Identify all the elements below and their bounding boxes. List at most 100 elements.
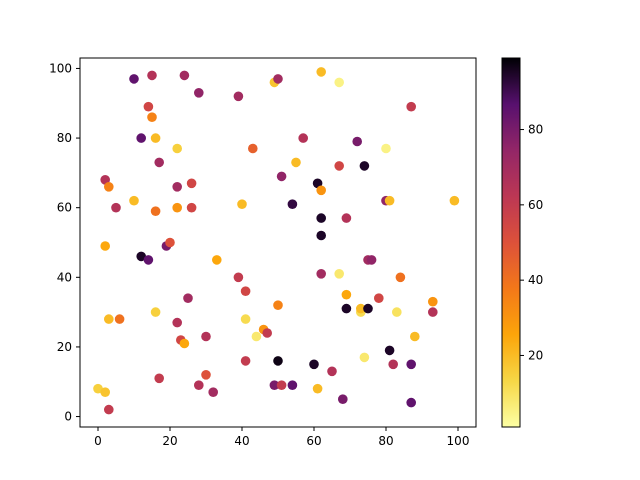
data-point [366, 255, 377, 265]
plot-area: 0 20 40 60 80 100 0 20 40 60 80 100 [49, 57, 477, 448]
data-point [136, 251, 146, 262]
data-point [384, 345, 395, 356]
data-point [172, 182, 182, 192]
plot-frame [79, 57, 477, 428]
y-axis-ticks: 0 20 40 60 80 100 [49, 61, 80, 424]
data-point [276, 380, 287, 391]
data-point [273, 300, 283, 311]
data-point [240, 286, 251, 297]
data-point [359, 161, 370, 171]
data-point [316, 269, 327, 279]
data-point [212, 255, 222, 265]
data-point [172, 202, 182, 213]
data-point [100, 241, 110, 251]
data-point [147, 112, 157, 122]
x-tick-label: 100 [447, 434, 470, 448]
colorbar: 20 40 60 80 [501, 57, 543, 428]
data-points [93, 67, 460, 415]
data-point [341, 213, 352, 223]
data-point [100, 387, 110, 398]
data-point [406, 359, 417, 370]
data-point [327, 366, 337, 377]
colorbar-tick-label: 20 [528, 348, 543, 362]
data-point [392, 307, 402, 317]
data-point [186, 202, 197, 213]
y-tick-label: 40 [57, 270, 72, 284]
data-point [240, 356, 251, 366]
data-point [183, 293, 193, 304]
colorbar-ticks: 20 40 60 80 [520, 123, 543, 362]
data-point [104, 182, 114, 192]
data-point [309, 359, 319, 370]
data-point [428, 307, 438, 317]
data-point [104, 314, 114, 324]
y-tick-label: 80 [57, 131, 72, 145]
data-point [381, 143, 391, 154]
colorbar-frame [501, 57, 521, 428]
colorbar-tick-label: 80 [528, 123, 543, 137]
data-point [410, 331, 420, 342]
data-point [406, 101, 417, 112]
data-point [287, 380, 298, 391]
data-point [316, 67, 327, 77]
data-point [233, 91, 244, 102]
data-point [194, 88, 204, 98]
y-tick-label: 60 [57, 201, 72, 215]
data-point [388, 359, 399, 370]
data-point [273, 356, 283, 366]
data-point [143, 255, 154, 265]
data-point [172, 317, 182, 328]
data-point [341, 289, 352, 300]
data-point [129, 74, 139, 84]
data-point [291, 157, 301, 168]
data-point [287, 199, 298, 209]
data-point [341, 303, 352, 314]
data-point [233, 272, 244, 283]
data-point [316, 230, 327, 241]
data-point [129, 195, 139, 206]
data-point [172, 143, 182, 154]
data-point [150, 133, 161, 143]
data-point [334, 77, 345, 88]
data-point [179, 70, 190, 81]
data-point [316, 185, 327, 196]
colorbar-tick-label: 40 [528, 273, 543, 287]
colorbar-tick-label: 60 [528, 198, 543, 212]
data-point [143, 101, 154, 112]
data-point [93, 383, 103, 394]
data-point [104, 404, 114, 415]
data-point [194, 380, 204, 391]
data-point [208, 387, 218, 398]
data-point [273, 74, 283, 84]
data-point [384, 195, 395, 206]
x-axis-ticks: 0 20 40 60 80 100 [94, 427, 469, 448]
data-point [111, 202, 121, 213]
data-point [352, 136, 363, 147]
data-point [240, 314, 251, 324]
x-tick-label: 20 [162, 434, 177, 448]
y-tick-label: 20 [57, 340, 72, 354]
data-point [136, 133, 146, 143]
data-point [363, 303, 373, 314]
data-point [406, 397, 417, 408]
data-point [449, 195, 460, 206]
x-tick-label: 60 [306, 434, 321, 448]
data-point [356, 303, 366, 314]
data-point [428, 296, 438, 307]
data-point [150, 206, 161, 216]
data-point [201, 370, 211, 380]
data-point [316, 213, 327, 223]
data-point [338, 394, 348, 405]
data-point [201, 331, 211, 342]
data-point [334, 269, 345, 279]
data-point [251, 331, 262, 342]
x-tick-label: 0 [94, 434, 102, 448]
data-point [186, 178, 197, 189]
data-point [374, 293, 384, 304]
x-tick-label: 80 [378, 434, 393, 448]
y-tick-label: 0 [64, 410, 72, 424]
data-point [150, 307, 161, 317]
data-point [359, 352, 370, 363]
y-tick-label: 100 [49, 61, 72, 75]
